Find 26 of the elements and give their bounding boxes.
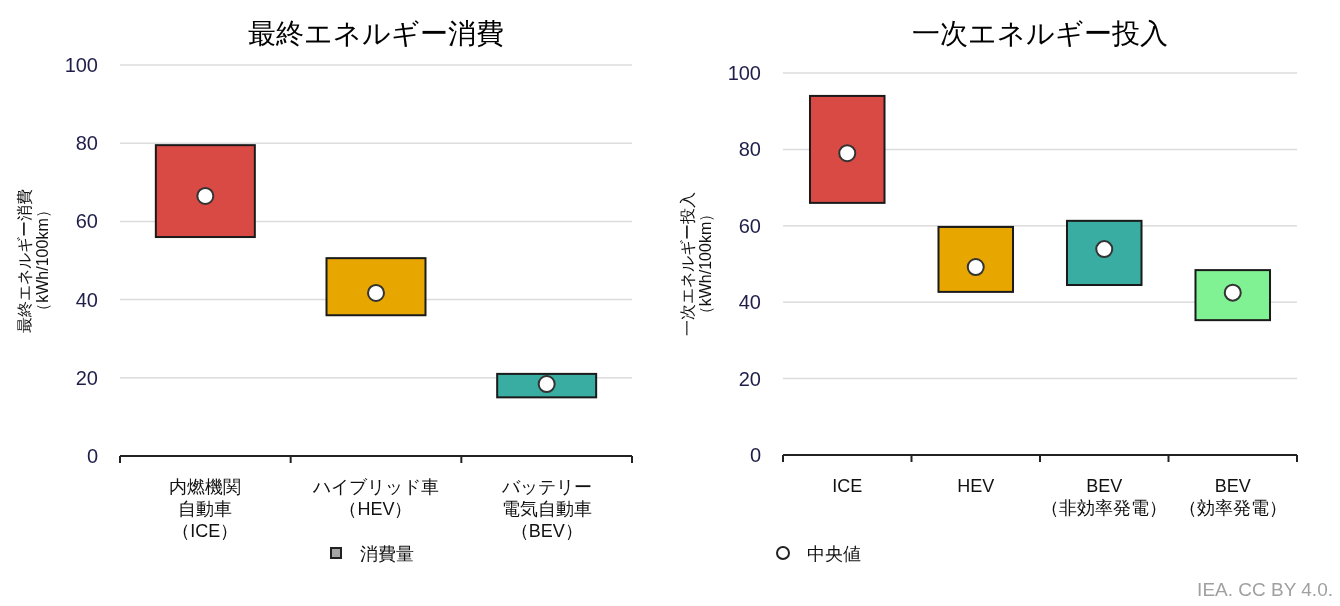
x-tick-label: バッテリー電気自動車（BEV） (500, 477, 592, 541)
y-tick-label: 80 (738, 138, 761, 161)
x-tick-label: ICE (832, 476, 863, 496)
x-tick-label: ハイブリッド車（HEV） (312, 477, 439, 519)
x-tick-label: 内燃機関自動車（ICE） (169, 477, 242, 541)
chart-title: 一次エネルギー投入 (912, 18, 1168, 49)
chart-title: 最終エネルギー消費 (248, 18, 504, 49)
y-tick-label: 100 (64, 54, 98, 76)
y-axis-title: 一次エネルギー投入（kWh/100km） (679, 192, 714, 336)
y-tick-label: 60 (738, 214, 761, 237)
y-tick-label: 40 (75, 288, 98, 311)
y-tick-label: 80 (75, 132, 98, 155)
x-tick-label: HEV (957, 476, 995, 496)
x-tick-label: BEV（効率発電） (1178, 476, 1287, 518)
y-tick-label: 20 (75, 366, 98, 389)
y-tick-label: 20 (738, 367, 761, 390)
legend: 消費量 (330, 544, 414, 564)
legend: 中央値 (776, 544, 861, 564)
text: IEA. CC BY 4.0. (1197, 579, 1333, 600)
y-tick-label: 0 (749, 444, 761, 466)
y-axis-title: 最終エネルギー消費（kWh/100km） (16, 188, 51, 333)
y-tick-label: 0 (86, 445, 98, 467)
y-tick-label: 60 (75, 210, 98, 233)
y-tick-label: 40 (738, 291, 761, 314)
y-tick-label: 100 (727, 62, 761, 84)
x-tick-label: BEV（非効率発電） (1041, 476, 1168, 518)
